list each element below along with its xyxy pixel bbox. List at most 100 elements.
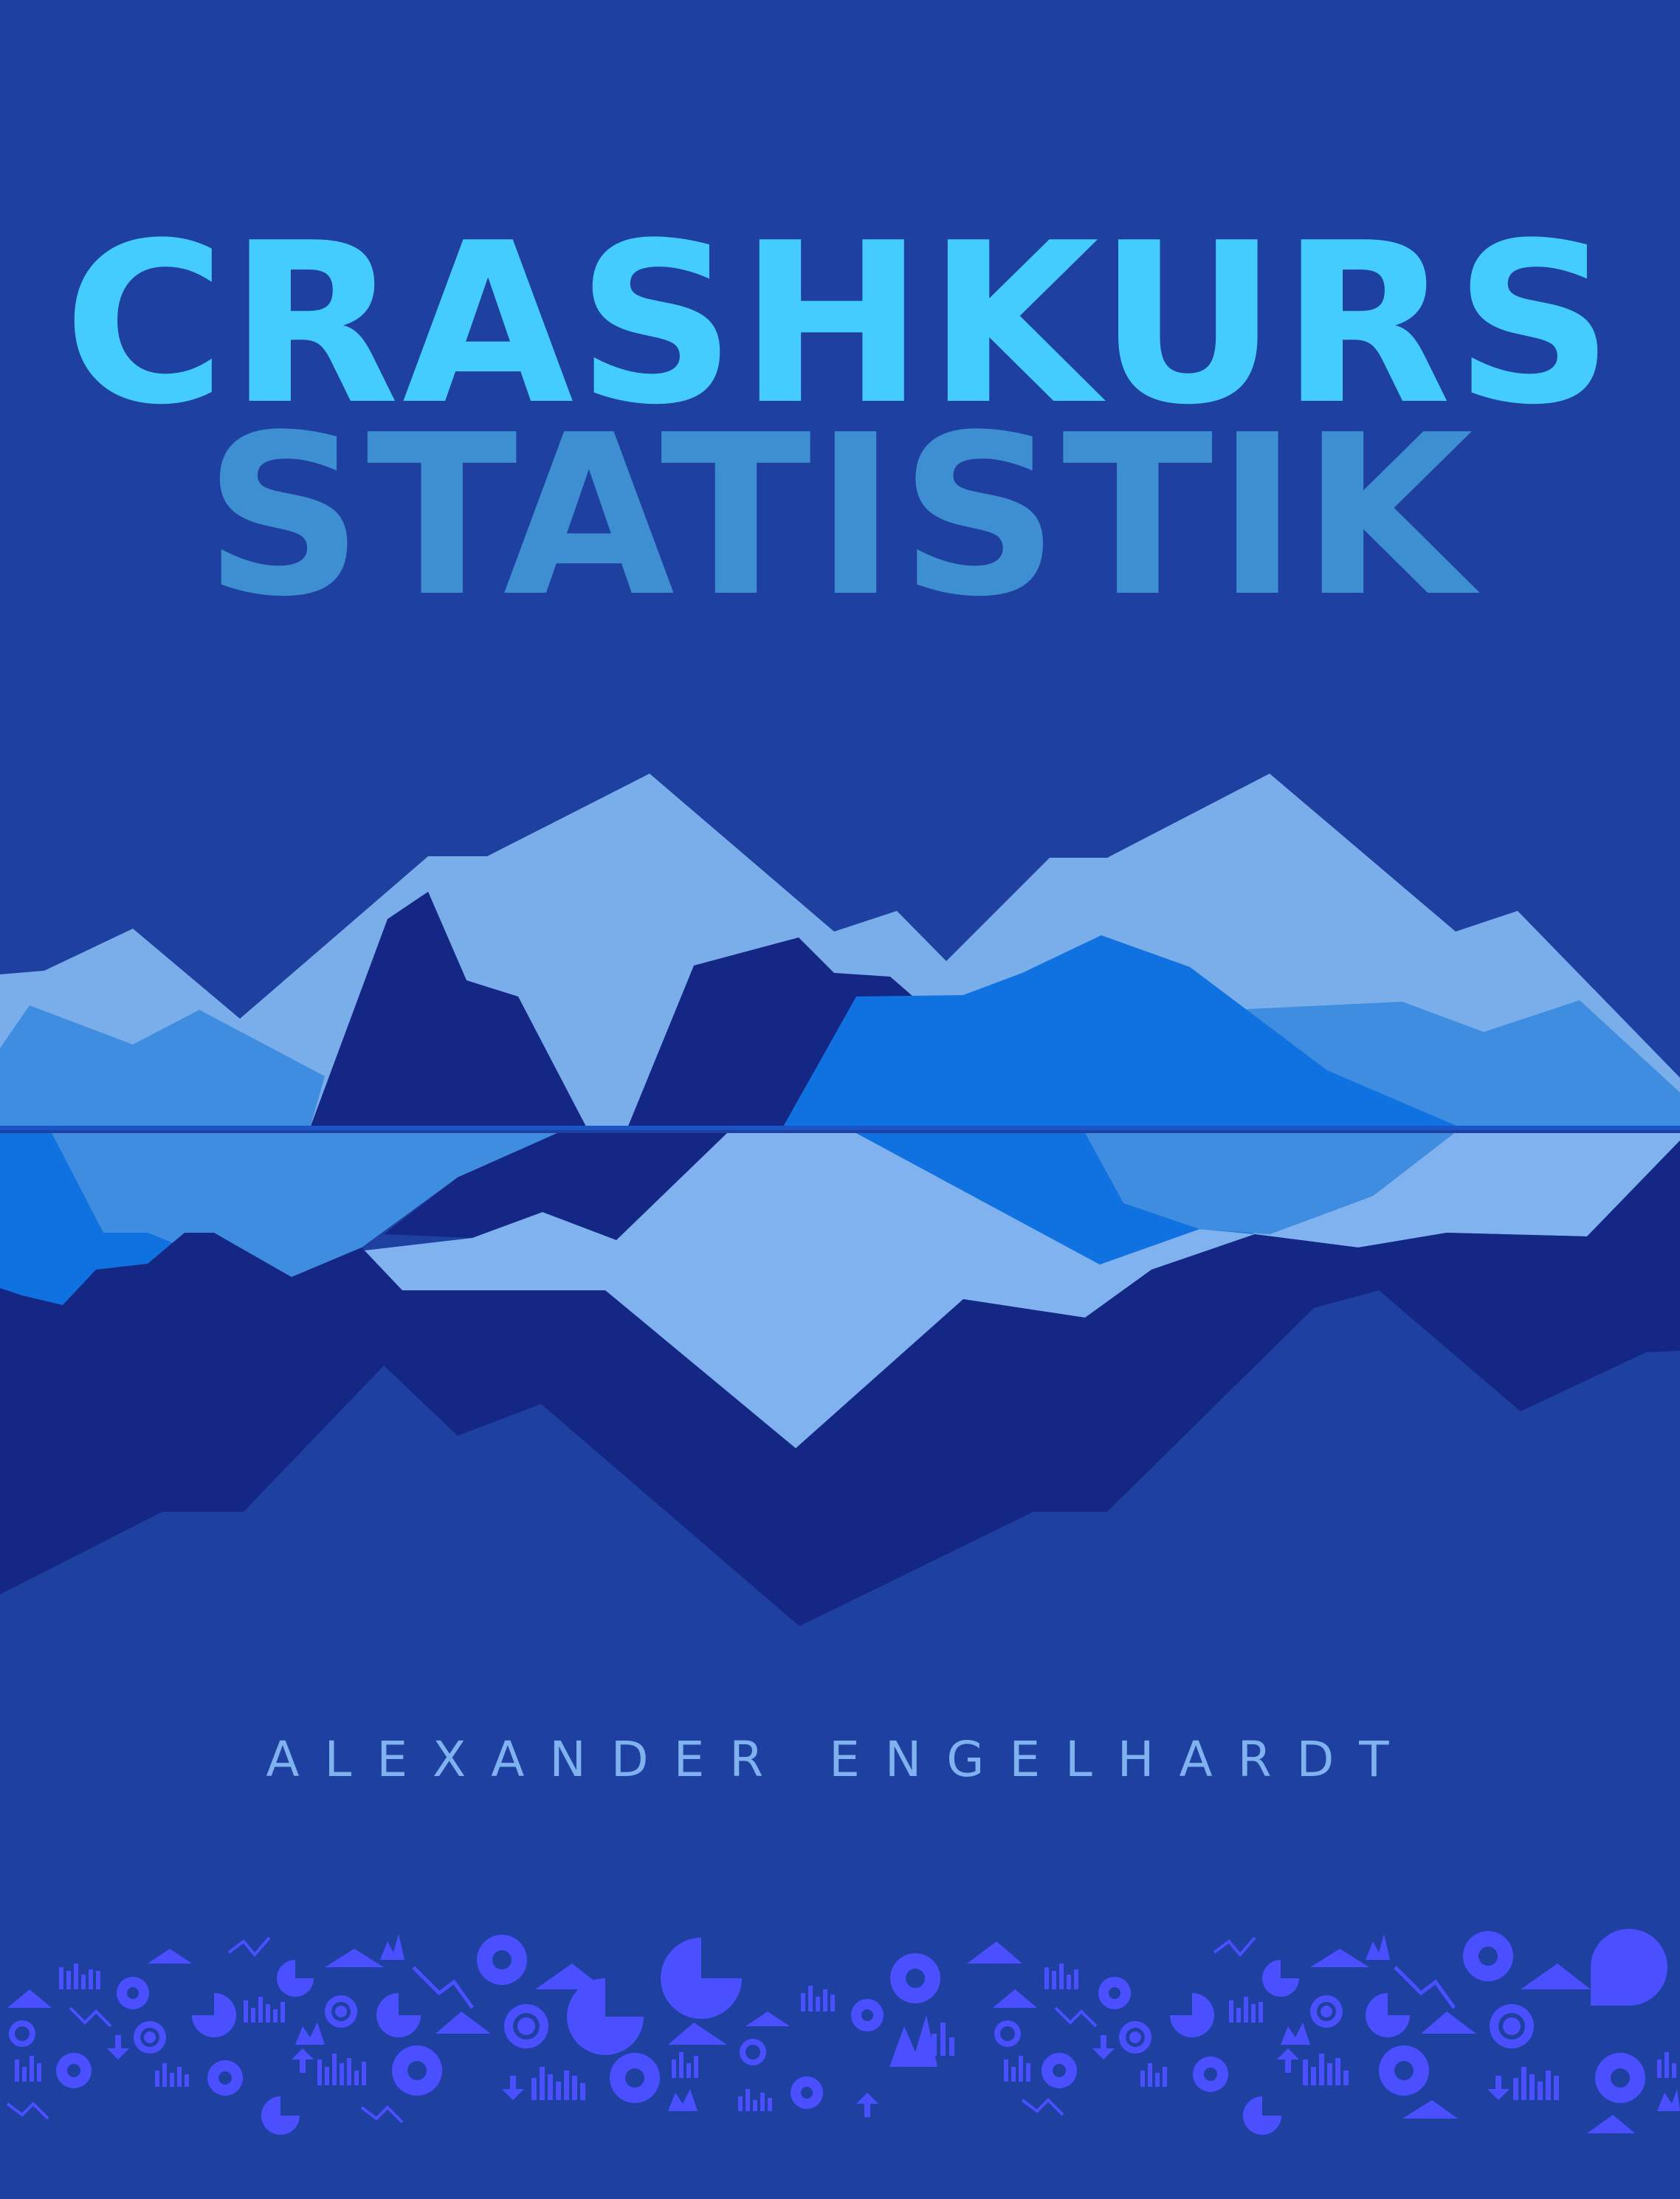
arrow-icon: [1092, 2035, 1115, 2059]
pie-chart-icon: [376, 1993, 421, 2037]
gear-icon: [791, 2076, 823, 2109]
pie-chart-icon: [567, 1978, 644, 2055]
triangle-icon: [325, 1949, 384, 1967]
gear-icon: [1463, 1931, 1513, 1981]
award-star-icon: [994, 2020, 1021, 2047]
award-star-icon: [9, 2020, 35, 2047]
pie-chart-icon: [661, 1938, 742, 2019]
arrow-icon: [1487, 2076, 1509, 2100]
author-name: ALEXANDER ENGELHARDT: [266, 1731, 1414, 1788]
mountain-mid-left: [0, 1005, 325, 1128]
gear-icon: [1193, 2057, 1228, 2092]
pie-chart-icon: [1262, 1960, 1299, 1997]
line-chart-icon: [360, 2105, 404, 2124]
triangle-icon: [668, 2023, 727, 2045]
title-line-1: CRASHKURS: [63, 196, 1617, 453]
pie-chart-icon: [277, 1960, 314, 1997]
line-chart-icon: [1213, 1936, 1256, 1958]
pie-chart-icon: [1170, 1993, 1214, 2037]
triangle-icon: [436, 2012, 491, 2034]
pie-chart-icon: [1366, 1993, 1410, 2037]
gear-icon: [392, 2045, 442, 2096]
bar-chart-icon: [672, 2052, 698, 2078]
pie-chart-icon: [261, 2096, 300, 2135]
bar-chart-icon: [59, 1964, 100, 1989]
gear-icon: [610, 2053, 660, 2103]
spike-chart-icon: [668, 2089, 698, 2111]
line-chart-icon: [1394, 1966, 1456, 2009]
spike-chart-icon: [889, 2015, 937, 2067]
gear-icon: [1098, 1977, 1131, 2009]
reflection-dark-band: [0, 1140, 1680, 1626]
line-chart-icon: [1054, 2006, 1098, 2028]
spike-chart-icon: [1281, 2023, 1310, 2045]
arrow-icon: [292, 2048, 314, 2073]
triangle-icon: [1310, 1949, 1369, 1967]
arrow-icon: [1277, 2048, 1299, 2073]
pie-chart-icon: [1243, 2096, 1281, 2135]
gear-icon: [56, 2053, 92, 2088]
bar-chart-icon: [244, 1997, 285, 2023]
gear-icon: [1595, 2053, 1645, 2103]
line-chart-icon: [6, 2102, 49, 2120]
arrow-icon: [107, 2035, 129, 2059]
line-chart-icon: [1021, 2098, 1064, 2116]
award-star-icon: [1490, 2004, 1534, 2048]
gear-icon: [890, 1953, 940, 2003]
award-star-icon: [740, 2039, 766, 2065]
bar-chart-icon: [1004, 2056, 1030, 2082]
award-star-icon: [134, 2021, 166, 2054]
award-star-icon: [504, 2004, 548, 2048]
triangle-icon: [148, 1949, 192, 1964]
gear-icon: [117, 1977, 149, 2009]
bar-chart-icon: [531, 2067, 585, 2100]
reflection-mid-right: [1085, 1133, 1454, 1234]
mountain-dark-peak-left: [310, 892, 587, 1128]
reflection-bright-center: [856, 1133, 1255, 1264]
bar-chart-icon: [1657, 2052, 1676, 2078]
triangle-icon: [746, 2012, 790, 2026]
triangle-icon: [1521, 1964, 1591, 1989]
bar-chart-icon: [1044, 1964, 1078, 1989]
spike-chart-icon: [1366, 1934, 1390, 1960]
arrow-icon: [856, 2093, 878, 2117]
pie-chart-icon: [192, 1993, 236, 2037]
water-line: [0, 1126, 1680, 1130]
gear-icon: [851, 1999, 884, 2031]
bar-chart-icon: [1513, 2067, 1559, 2100]
reflection-bright-left: [0, 1133, 185, 1305]
gear-icon: [1042, 2053, 1077, 2088]
title-line-2: STATISTIK: [204, 388, 1476, 645]
award-star-icon: [1119, 2021, 1151, 2054]
arrow-icon: [502, 2076, 524, 2100]
bar-chart-icon: [801, 1986, 835, 2012]
bar-chart-icon: [1229, 1997, 1263, 2023]
triangle-icon: [535, 1964, 605, 1989]
line-chart-icon: [412, 1966, 475, 2009]
gear-icon: [477, 1935, 527, 1985]
triangle-icon: [1587, 2115, 1635, 2133]
award-star-icon: [1310, 1995, 1343, 2028]
pie-chart-icon: [1591, 1929, 1668, 2006]
reflection-light-center: [358, 1133, 1680, 1448]
triangle-icon: [1421, 2012, 1476, 2034]
line-chart-icon: [227, 1936, 271, 1958]
bar-chart-icon: [155, 2063, 189, 2087]
mountain-bright: [782, 935, 1462, 1128]
bar-chart-icon: [317, 2054, 366, 2085]
spike-chart-icon: [1657, 2089, 1680, 2111]
spike-chart-icon: [295, 2023, 325, 2045]
reflection-dark-center: [384, 1133, 727, 1240]
bar-chart-icon: [15, 2056, 41, 2082]
triangle-icon: [993, 1989, 1037, 2008]
line-chart-icon: [69, 2006, 112, 2028]
triangle-icon: [1402, 2100, 1458, 2119]
bar-chart-icon: [1140, 2063, 1167, 2087]
award-star-icon: [325, 1995, 357, 2028]
spike-chart-icon: [380, 1934, 404, 1960]
bar-chart-icon: [1303, 2054, 1349, 2085]
triangle-icon: [7, 1989, 52, 2008]
